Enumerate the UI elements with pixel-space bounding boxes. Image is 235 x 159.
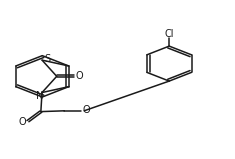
Text: O: O [76,71,83,81]
Text: O: O [82,106,90,115]
Text: S: S [44,54,50,64]
Text: N: N [36,91,43,101]
Text: Cl: Cl [164,29,174,39]
Text: O: O [18,117,26,127]
